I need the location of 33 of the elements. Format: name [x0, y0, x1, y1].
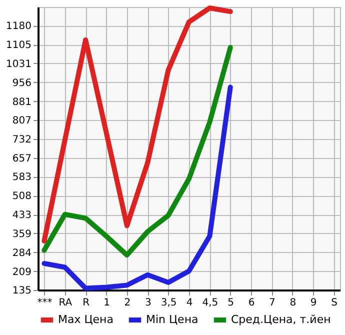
- y-tick-label: 359: [12, 228, 32, 240]
- y-tick-label: 956: [12, 78, 32, 89]
- x-tick-label: 2: [124, 298, 131, 308]
- y-tick-label: 583: [12, 172, 32, 184]
- x-tick-label: RA: [58, 298, 72, 308]
- x-tick-label: 3: [144, 298, 152, 308]
- x-tick-label: 9: [310, 298, 317, 308]
- y-tick-label: 732: [12, 134, 32, 146]
- y-tick-label: 657: [12, 153, 32, 164]
- x-tick-label: 4,5: [202, 298, 218, 308]
- legend-label: Сред.Цена, т.йен: [231, 313, 331, 326]
- x-tick-label: 3,5: [160, 298, 177, 308]
- legend-label: Max Цена: [58, 313, 114, 326]
- x-tick-label: 1: [104, 298, 110, 308]
- y-tick-label: 1105: [6, 40, 32, 52]
- x-tick-label: 5: [228, 298, 234, 308]
- x-tick-label: ***: [37, 298, 52, 308]
- x-tick-label: R: [82, 298, 90, 308]
- x-tick-label: 7: [269, 298, 276, 308]
- y-tick-label: 1180: [6, 21, 32, 32]
- y-tick-label: 508: [12, 191, 32, 202]
- x-tick-label: 8: [290, 298, 296, 308]
- y-tick-label: 433: [12, 210, 32, 222]
- y-tick-label: 135: [12, 286, 32, 296]
- y-tick-label: 881: [12, 96, 32, 108]
- y-tick-label: 1031: [6, 58, 32, 70]
- y-tick-label: 807: [12, 116, 32, 127]
- x-tick-label: S: [331, 298, 338, 308]
- x-tick-label: 6: [248, 298, 255, 308]
- x-tick-label: 4: [186, 298, 193, 308]
- y-tick-label: 284: [12, 248, 32, 259]
- legend-label: Min Цена: [146, 313, 198, 326]
- y-tick-label: 209: [12, 266, 32, 278]
